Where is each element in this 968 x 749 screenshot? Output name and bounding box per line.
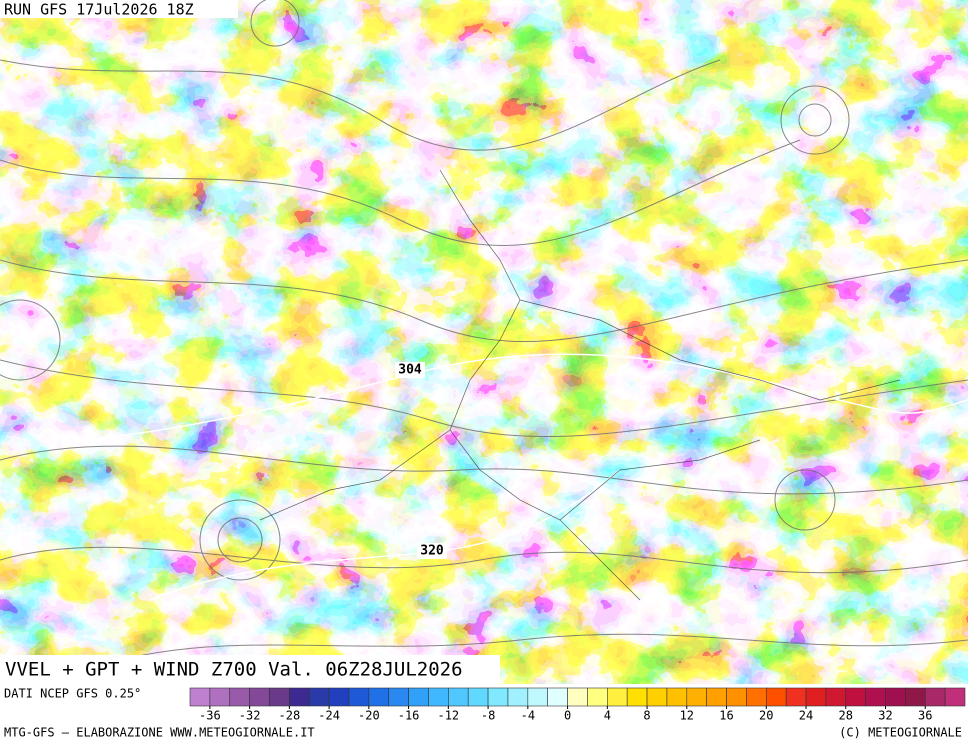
contour-label: 320 bbox=[420, 544, 444, 559]
colorbar-swatch bbox=[328, 687, 350, 707]
colorbar-swatch bbox=[308, 687, 330, 707]
borders bbox=[259, 169, 901, 601]
colorbar-tick-label: 8 bbox=[643, 709, 650, 723]
colorbar-tick-label: 20 bbox=[759, 709, 773, 723]
colorbar-swatch bbox=[388, 687, 409, 707]
run-label: RUN GFS 17Jul2026 18Z bbox=[4, 1, 194, 19]
colorbar-swatch bbox=[726, 687, 747, 707]
colorbar-swatch bbox=[905, 687, 926, 707]
colorbar-swatch bbox=[428, 687, 449, 707]
colorbar-tick-label: -8 bbox=[481, 709, 495, 723]
colorbar-swatch bbox=[507, 687, 529, 707]
colorbar-swatch bbox=[229, 687, 250, 707]
colorbar-swatch bbox=[746, 687, 767, 707]
colorbar-swatch bbox=[209, 687, 231, 707]
colorbar-tick-label: 24 bbox=[799, 709, 813, 723]
map-title-bg bbox=[0, 655, 500, 684]
colorbar-tick-label: -36 bbox=[199, 709, 221, 723]
colorbar-tick-label: 28 bbox=[839, 709, 853, 723]
colorbar-swatch bbox=[567, 687, 588, 707]
colorbar-tick-label: -24 bbox=[318, 709, 340, 723]
colorbar-tick-label: 0 bbox=[564, 709, 571, 723]
colorbar-swatch bbox=[924, 687, 946, 707]
run-label-bg bbox=[0, 0, 238, 18]
colorbar-swatch bbox=[527, 687, 548, 707]
colorbar-swatch bbox=[189, 687, 211, 707]
colorbar-swatch bbox=[686, 687, 707, 707]
colorbar-swatch bbox=[348, 687, 370, 707]
vvel-field bbox=[0, 0, 968, 684]
colorbar-swatch bbox=[249, 687, 270, 707]
colorbar-tick-label: 36 bbox=[918, 709, 932, 723]
colorbar-swatch bbox=[706, 687, 727, 707]
colorbar-swatch bbox=[269, 687, 290, 707]
colorbar-swatch bbox=[487, 687, 509, 707]
colorbar-swatch bbox=[547, 687, 568, 707]
colorbar-swatch bbox=[825, 687, 847, 707]
colorbar-swatch bbox=[368, 687, 390, 707]
colorbar-tick-label: -28 bbox=[279, 709, 301, 723]
colorbar-swatch bbox=[944, 687, 966, 707]
colorbar: -36 -32 -28 -24 -20 -16 -12 -8 -4 0 4 8 12 16 20 24 28 32… bbox=[189, 687, 966, 723]
colorbar-tick-label: -32 bbox=[239, 709, 261, 723]
colorbar-tick-label: -4 bbox=[521, 709, 535, 723]
colorbar-tick-label: -20 bbox=[358, 709, 380, 723]
map: 304 320 RUN GFS 17Jul2026 18Z VVEL + GPT… bbox=[0, 0, 968, 684]
colorbar-tick-label: 4 bbox=[604, 709, 611, 723]
colorbar-tick-label: -12 bbox=[437, 709, 459, 723]
colorbar-swatch bbox=[289, 687, 310, 707]
contour-label-bg bbox=[417, 543, 447, 559]
colorbar-tick-label: -16 bbox=[398, 709, 420, 723]
colorbar-swatch bbox=[845, 687, 866, 707]
colorbar-swatch bbox=[765, 687, 787, 707]
colorbar-swatch bbox=[448, 687, 469, 707]
colorbar-swatch bbox=[467, 687, 489, 707]
colorbar-swatch bbox=[865, 687, 886, 707]
colorbar-swatch bbox=[805, 687, 827, 707]
colorbar-tick-label: 32 bbox=[878, 709, 892, 723]
colorbar-swatch bbox=[626, 687, 648, 707]
contour-label: 304 bbox=[398, 363, 422, 378]
colorbar-swatch bbox=[408, 687, 429, 707]
colorbar-swatch bbox=[646, 687, 668, 707]
streamlines bbox=[0, 0, 968, 681]
source-label: DATI NCEP GFS 0.25° bbox=[4, 687, 141, 701]
colorbar-tick-label: 16 bbox=[719, 709, 733, 723]
contour-label-bg bbox=[395, 362, 425, 378]
colorbar-swatch bbox=[885, 687, 906, 707]
colorbar-swatch bbox=[607, 687, 628, 707]
footer-right: (C) METEOGIORNALE bbox=[839, 726, 962, 740]
colorbar-swatch bbox=[785, 687, 807, 707]
colorbar-tick-label: 12 bbox=[680, 709, 694, 723]
map-title: VVEL + GPT + WIND Z700 Val. 06Z28JUL2026 bbox=[5, 659, 463, 681]
colorbar-swatch bbox=[587, 687, 608, 707]
colorbar-swatch bbox=[666, 687, 688, 707]
footer-left: MTG-GFS – ELABORAZIONE WWW.METEOGIORNALE… bbox=[4, 726, 315, 740]
